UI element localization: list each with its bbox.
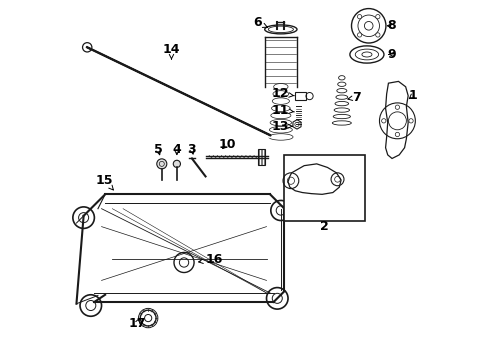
Text: 10: 10	[219, 138, 236, 150]
Text: 17: 17	[129, 317, 146, 330]
Text: 14: 14	[163, 42, 180, 59]
Text: 5: 5	[154, 143, 163, 156]
Text: 11: 11	[271, 104, 294, 117]
Bar	[285, 155, 365, 221]
Text: 2: 2	[319, 220, 328, 233]
Circle shape	[357, 33, 362, 37]
Text: 8: 8	[387, 19, 395, 32]
Text: 7: 7	[348, 91, 361, 104]
Text: 16: 16	[198, 253, 223, 266]
Text: 3: 3	[188, 143, 196, 156]
Text: 13: 13	[271, 120, 292, 133]
Circle shape	[357, 14, 362, 19]
Bar	[258, 149, 266, 165]
Text: 4: 4	[172, 143, 181, 156]
Text: 1: 1	[409, 89, 417, 102]
Bar	[295, 92, 306, 100]
Text: 9: 9	[387, 48, 395, 61]
Circle shape	[173, 160, 180, 167]
Text: 6: 6	[253, 17, 268, 30]
Circle shape	[376, 14, 380, 19]
Text: 12: 12	[271, 87, 294, 100]
Circle shape	[157, 159, 167, 169]
Circle shape	[376, 33, 380, 37]
Text: 15: 15	[96, 174, 113, 190]
